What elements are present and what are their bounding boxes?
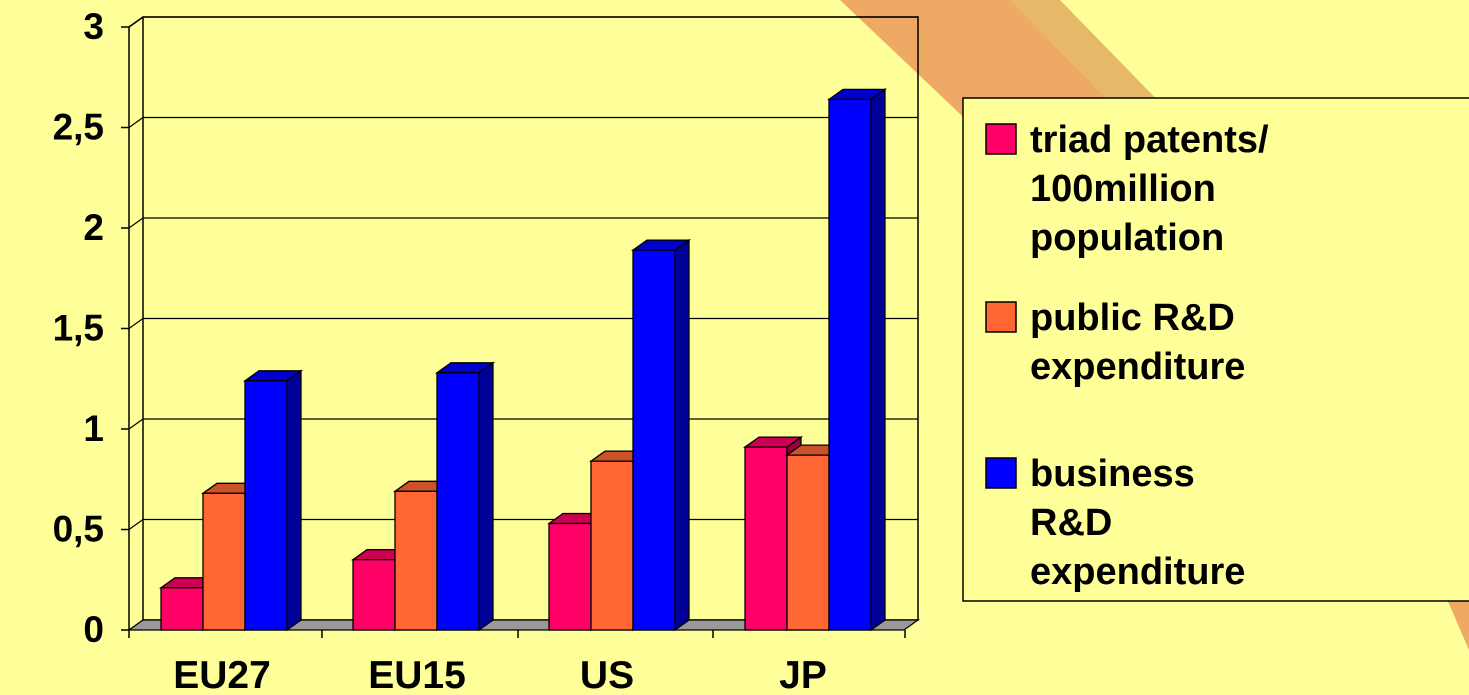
side-gridline <box>128 318 144 329</box>
y-tick-label: 1,5 <box>53 308 104 349</box>
bar-front <box>202 492 246 631</box>
bar-front <box>244 380 288 631</box>
bar-front <box>632 249 676 631</box>
bar-front <box>548 522 592 631</box>
bar-side <box>870 88 886 632</box>
side-gridline <box>128 16 144 28</box>
legend-label: expenditure <box>1030 551 1245 593</box>
side-gridline <box>128 519 144 530</box>
legend-box <box>962 97 1469 602</box>
x-category-label: US <box>580 654 634 695</box>
bar <box>630 238 692 632</box>
bar <box>434 361 496 632</box>
bar-front <box>786 454 830 631</box>
bar-front <box>828 98 872 631</box>
bar-front <box>352 559 396 631</box>
bar-front <box>744 446 788 631</box>
y-tick-label: 0 <box>83 609 104 650</box>
legend-label: business <box>1030 453 1195 495</box>
bar-front <box>590 460 634 631</box>
legend-swatch <box>985 123 1017 155</box>
side-gridline <box>128 418 144 430</box>
legend-entry: triad patents/100million population <box>985 119 1269 259</box>
bar-side <box>478 361 494 632</box>
bar-side <box>674 238 690 632</box>
side-gridline <box>128 217 144 229</box>
bar-front <box>436 372 480 631</box>
x-category-label: EU15 <box>368 654 466 695</box>
bar <box>826 88 888 632</box>
legend-entry: business R&D expenditure <box>985 453 1245 593</box>
legend-label: 100million <box>1030 168 1216 210</box>
y-tick-label: 3 <box>83 6 104 47</box>
legend-label: triad patents/ <box>1030 119 1269 161</box>
y-tick-label: 2,5 <box>53 107 104 148</box>
y-axis-ticks: 0 0,5 1 1,5 2 2,5 3 <box>53 6 104 650</box>
y-tick-label: 2 <box>83 207 104 248</box>
x-axis-categories: EU27 EU15 US JP <box>173 654 827 695</box>
legend-label: population <box>1030 217 1224 259</box>
plot-area <box>121 16 920 638</box>
legend-swatch <box>985 301 1017 333</box>
bar-front <box>160 587 204 631</box>
x-category-label: EU27 <box>173 654 271 695</box>
bar-front <box>394 490 438 631</box>
legend-label: public R&D <box>1030 297 1235 339</box>
legend-label: expenditure <box>1030 346 1245 388</box>
y-tick-label: 1 <box>83 408 104 449</box>
side-gridline <box>128 117 144 128</box>
y-tick-label: 0,5 <box>53 509 104 550</box>
x-category-label: JP <box>779 654 827 695</box>
bar-side <box>286 369 302 632</box>
bar <box>242 369 304 632</box>
legend: triad patents/100million population public… <box>962 97 1469 602</box>
legend-entry: public R&D expenditure <box>985 297 1245 388</box>
legend-label: R&D <box>1030 502 1112 544</box>
legend-swatch <box>985 457 1017 489</box>
